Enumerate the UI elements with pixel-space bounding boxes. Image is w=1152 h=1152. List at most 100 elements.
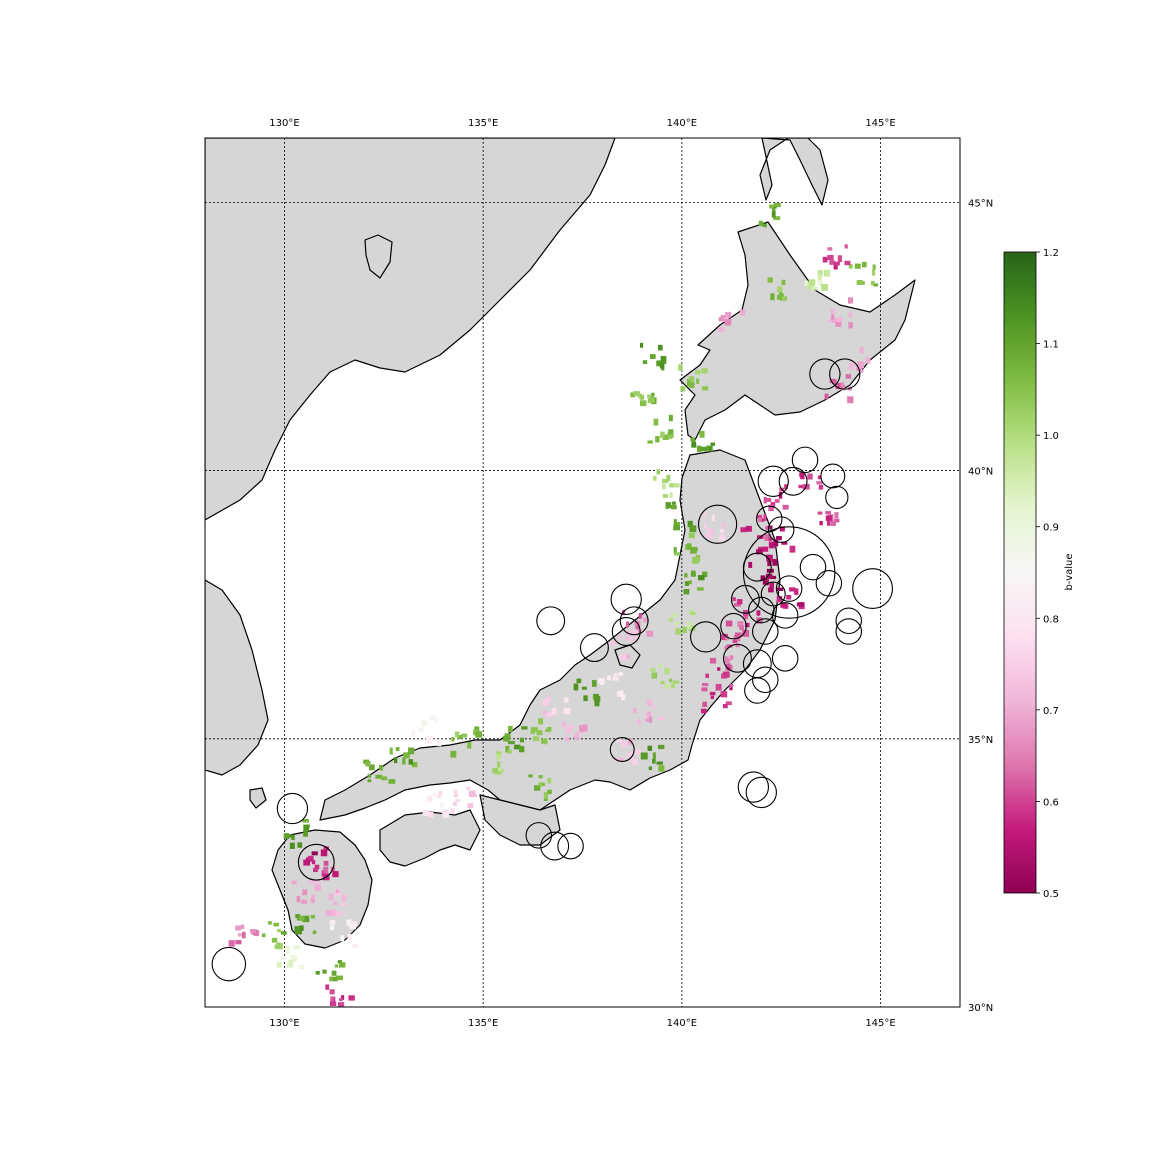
b-value-cell [513,744,521,750]
b-value-cell [848,264,853,269]
b-value-cell [618,634,622,639]
b-value-cell [271,937,278,943]
b-value-cell [804,280,809,287]
b-value-cell [536,730,543,736]
b-value-cell [637,719,642,725]
b-value-cell [818,280,823,286]
b-value-cell [495,768,502,774]
b-value-cell [539,782,543,787]
b-value-cell [296,895,301,903]
b-value-cell [329,989,335,995]
korean-peninsula [205,579,269,776]
b-value-cell [701,368,708,374]
b-value-cell [547,789,552,795]
b-value-cell [861,261,867,268]
event-circles [211,358,893,982]
b-value-cell [503,735,510,742]
b-value-cell [835,382,841,390]
b-value-cell [840,384,846,391]
b-value-cell [692,557,699,564]
b-value-cell [563,707,571,715]
b-value-cell [672,680,680,684]
b-value-cell [647,712,652,718]
b-value-cell [674,552,681,556]
b-value-cell [617,757,624,762]
b-value-cell [766,554,773,562]
b-value-cell [696,378,700,384]
b-value-cell [308,880,315,884]
b-value-cell [670,505,677,510]
b-value-cell [228,940,235,947]
b-value-cell [626,654,630,659]
b-value-cell [673,547,677,554]
b-value-cell [408,747,415,755]
b-value-cell [829,378,836,384]
b-value-cell [635,628,642,635]
b-value-cell [432,792,438,797]
b-value-cell [240,924,245,929]
b-value-cell [724,645,729,650]
event-circle [852,568,893,610]
b-value-cell [323,860,329,866]
b-value-cell [822,256,828,263]
b-value-cell [461,733,468,738]
meridian-label-bottom: 135°E [468,1018,498,1029]
event-circle [690,621,722,653]
b-value-cell [756,514,763,519]
b-value-cell [408,759,414,765]
meridian-label-bottom: 130°E [269,1018,299,1029]
event-circle [771,645,799,672]
event-circle [540,831,570,861]
b-value-cell [336,911,344,916]
b-value-cell [660,431,665,439]
b-value-cell [678,364,683,371]
b-value-cell [798,602,804,607]
b-value-cell [242,931,246,939]
hokkaido [679,221,916,441]
event-circle [775,575,803,602]
b-value-cell [710,528,715,535]
b-value-cell [346,919,352,926]
event-circle [745,776,777,809]
b-value-cell [420,720,427,726]
b-value-cell [810,286,818,291]
b-value-cell [629,757,634,763]
b-value-cell [831,314,835,320]
event-circle [829,358,861,390]
b-value-cell [534,785,541,791]
b-value-cell [763,496,767,504]
b-value-cell [768,587,774,593]
event-circle [752,618,779,645]
b-value-cell [668,617,673,622]
b-value-cell [844,260,851,266]
b-value-cell [651,392,655,397]
b-value-cell [471,793,477,798]
parallel-label: 45°N [968,198,993,209]
b-value-cell [277,928,281,933]
b-value-cell [745,525,752,532]
b-value-cell [698,575,705,581]
b-value-cell [303,830,308,837]
b-value-cell [855,363,863,368]
b-value-cell [825,511,832,515]
b-value-cell [720,528,724,534]
b-value-cell [542,699,549,707]
event-circle [744,677,771,704]
b-value-cell [718,326,723,330]
b-value-cell [582,724,588,732]
b-value-cell [690,546,697,554]
b-value-cell [562,721,566,728]
b-value-cell [507,749,512,754]
b-value-cell [347,933,352,941]
b-value-cell [872,269,876,276]
colorbar-tick-label: 1.1 [1043,340,1059,351]
b-value-cell [660,355,667,362]
b-value-cell [453,789,458,795]
b-value-cell [332,976,338,982]
b-value-cell [301,899,308,904]
b-value-cell [769,525,773,529]
b-value-cell [315,880,321,885]
b-value-cell [673,525,681,531]
b-value-cell [340,935,345,942]
b-value-cell [307,855,314,862]
